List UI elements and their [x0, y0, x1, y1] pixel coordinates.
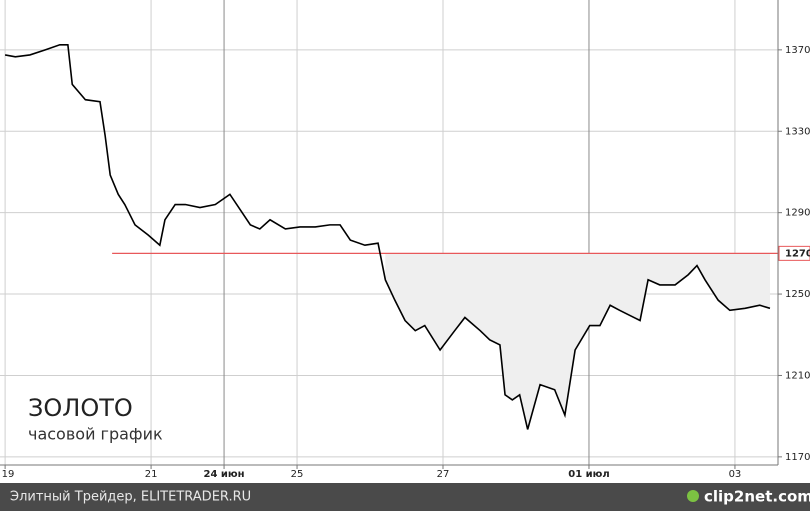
x-tick-label: 03 — [729, 469, 742, 480]
chart-subtitle: часовой график — [28, 425, 163, 444]
y-tick-label: 1290 — [785, 208, 810, 219]
y-tick-label: 1370 — [785, 45, 810, 56]
level-label-box — [778, 245, 810, 261]
y-tick-label: 1330 — [785, 126, 810, 137]
level-label: 1270 — [785, 248, 810, 259]
y-tick-label: 1250 — [785, 289, 810, 300]
chart-title: ЗОЛОТО — [28, 394, 133, 422]
plot — [4, 43, 778, 430]
x-tick-label: 27 — [437, 469, 450, 480]
x-tick-label: 24 июн — [204, 469, 245, 480]
y-tick-label: 1210 — [785, 370, 810, 381]
logo: clip2net.com — [704, 488, 810, 506]
y-tick-label: 1170 — [785, 452, 810, 463]
footer-bar — [0, 483, 810, 511]
grid — [0, 0, 778, 465]
x-tick-label: 25 — [291, 469, 304, 480]
logo-icon — [687, 490, 699, 502]
price-line — [4, 43, 771, 430]
x-tick-label: 21 — [145, 469, 158, 480]
footer-source: Элитный Трейдер, ELITETRADER.RU — [10, 490, 251, 505]
shaded-area — [385, 253, 778, 430]
x-tick-label: 19 — [2, 469, 15, 480]
x-tick-label: 01 июл — [568, 469, 609, 480]
